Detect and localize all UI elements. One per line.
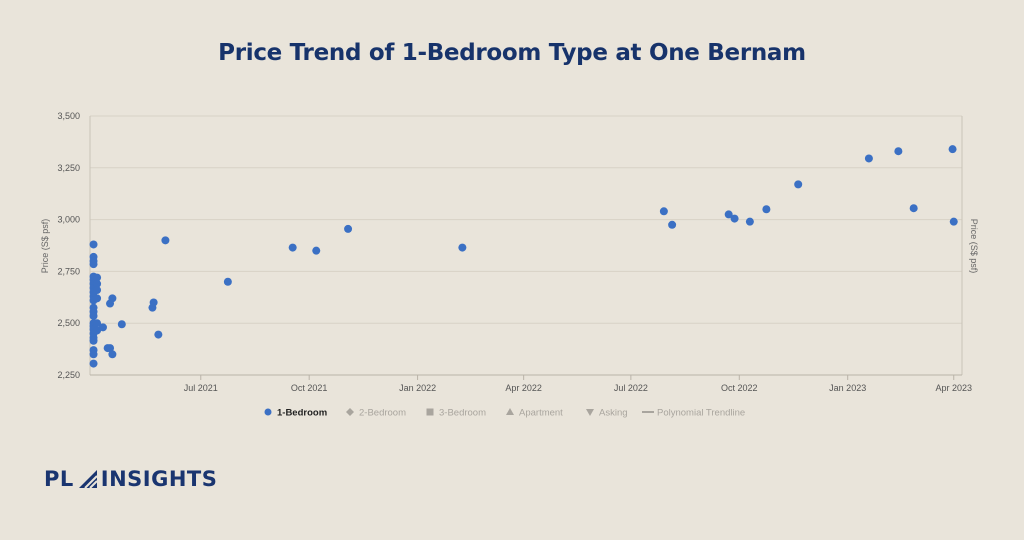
y-tick-label: 3,500: [57, 111, 80, 121]
brand-name-right: INSIGHTS: [100, 467, 218, 491]
data-point: [909, 204, 918, 213]
data-point: [154, 330, 163, 339]
legend-diamond-icon: [346, 408, 354, 416]
data-point: [668, 220, 677, 229]
legend-triangle-down-icon: [586, 409, 594, 416]
x-tick-label: Jul 2022: [614, 383, 648, 393]
y-axis-ticks: 2,250 2,500 2,750 3,000 3,250 3,500: [57, 111, 80, 380]
grid-lines: [90, 115, 962, 376]
data-point: [93, 273, 102, 282]
data-point: [89, 359, 98, 368]
x-tick-label: Oct 2021: [291, 383, 328, 393]
data-point: [89, 260, 98, 269]
x-tick-label: Apr 2023: [935, 383, 972, 393]
x-tick-label: Jul 2021: [184, 383, 218, 393]
legend-triangle-up-icon: [506, 408, 514, 415]
data-point: [730, 214, 739, 223]
data-point: [117, 320, 126, 329]
data-point: [312, 246, 321, 255]
data-point: [288, 243, 297, 252]
x-tick-label: Oct 2022: [721, 383, 758, 393]
y-axis-label-right: Price (S$ psf): [969, 219, 979, 274]
legend-circle-icon: [264, 408, 272, 416]
y-tick-label: 2,500: [57, 318, 80, 328]
data-point: [108, 350, 117, 359]
x-tick-label: Jan 2023: [829, 383, 866, 393]
y-tick-label: 3,000: [57, 215, 80, 225]
data-point: [949, 217, 958, 226]
data-point: [93, 319, 102, 328]
legend-square-icon: [426, 408, 434, 416]
legend-label: Polynomial Trendline: [657, 408, 745, 419]
data-point: [161, 236, 170, 245]
legend-item: Asking: [586, 408, 628, 419]
data-point: [864, 154, 873, 163]
data-point: [344, 224, 353, 233]
data-point: [223, 277, 232, 286]
legend-item: 1-Bedroom: [264, 408, 327, 419]
data-point: [106, 344, 115, 353]
legend-item: Apartment: [506, 408, 563, 419]
brand-name-left: PL: [44, 467, 74, 491]
building-mark-icon: [78, 470, 98, 489]
data-point: [93, 326, 102, 335]
data-point: [149, 298, 158, 307]
data-point: [93, 286, 102, 295]
axes: [89, 116, 963, 376]
legend-label: Asking: [599, 408, 628, 419]
data-point: [93, 279, 102, 288]
y-tick-label: 2,250: [57, 370, 80, 380]
data-point: [89, 240, 98, 249]
legend-label: 2-Bedroom: [359, 408, 406, 419]
legend-label: 3-Bedroom: [439, 408, 486, 419]
legend-label: 1-Bedroom: [277, 408, 327, 419]
data-point: [745, 217, 754, 226]
data-point: [794, 180, 803, 189]
data-points: [89, 145, 958, 368]
legend-item: 3-Bedroom: [426, 408, 486, 419]
data-point: [93, 294, 102, 303]
legend-label: Apartment: [519, 408, 563, 419]
legend-item: 2-Bedroom: [346, 408, 406, 419]
data-point: [948, 145, 957, 154]
x-axis-ticks: Jul 2021 Oct 2021 Jan 2022 Apr 2022 Jul 2022…: [184, 375, 972, 393]
x-tick-label: Apr 2022: [505, 383, 542, 393]
data-point: [108, 294, 117, 303]
data-point: [659, 207, 668, 216]
legend-item: Polynomial Trendline: [642, 408, 745, 419]
data-point: [724, 210, 733, 219]
data-point: [894, 147, 903, 156]
data-point: [89, 350, 98, 359]
data-point: [458, 243, 467, 252]
x-tick-label: Jan 2022: [399, 383, 436, 393]
legend: 1-Bedroom 2-Bedroom 3-Bedroom Apartment Aski…: [264, 408, 745, 419]
data-point: [89, 311, 98, 320]
y-axis-label: Price (S$ psf): [40, 219, 50, 274]
chart-title: Price Trend of 1-Bedroom Type at One Ber…: [218, 40, 806, 66]
y-tick-label: 3,250: [57, 163, 80, 173]
data-point: [89, 336, 98, 345]
brand-logo: PL INSIGHTS: [44, 466, 217, 492]
data-point: [762, 205, 771, 214]
y-tick-label: 2,750: [57, 266, 80, 276]
data-point: [98, 323, 107, 332]
